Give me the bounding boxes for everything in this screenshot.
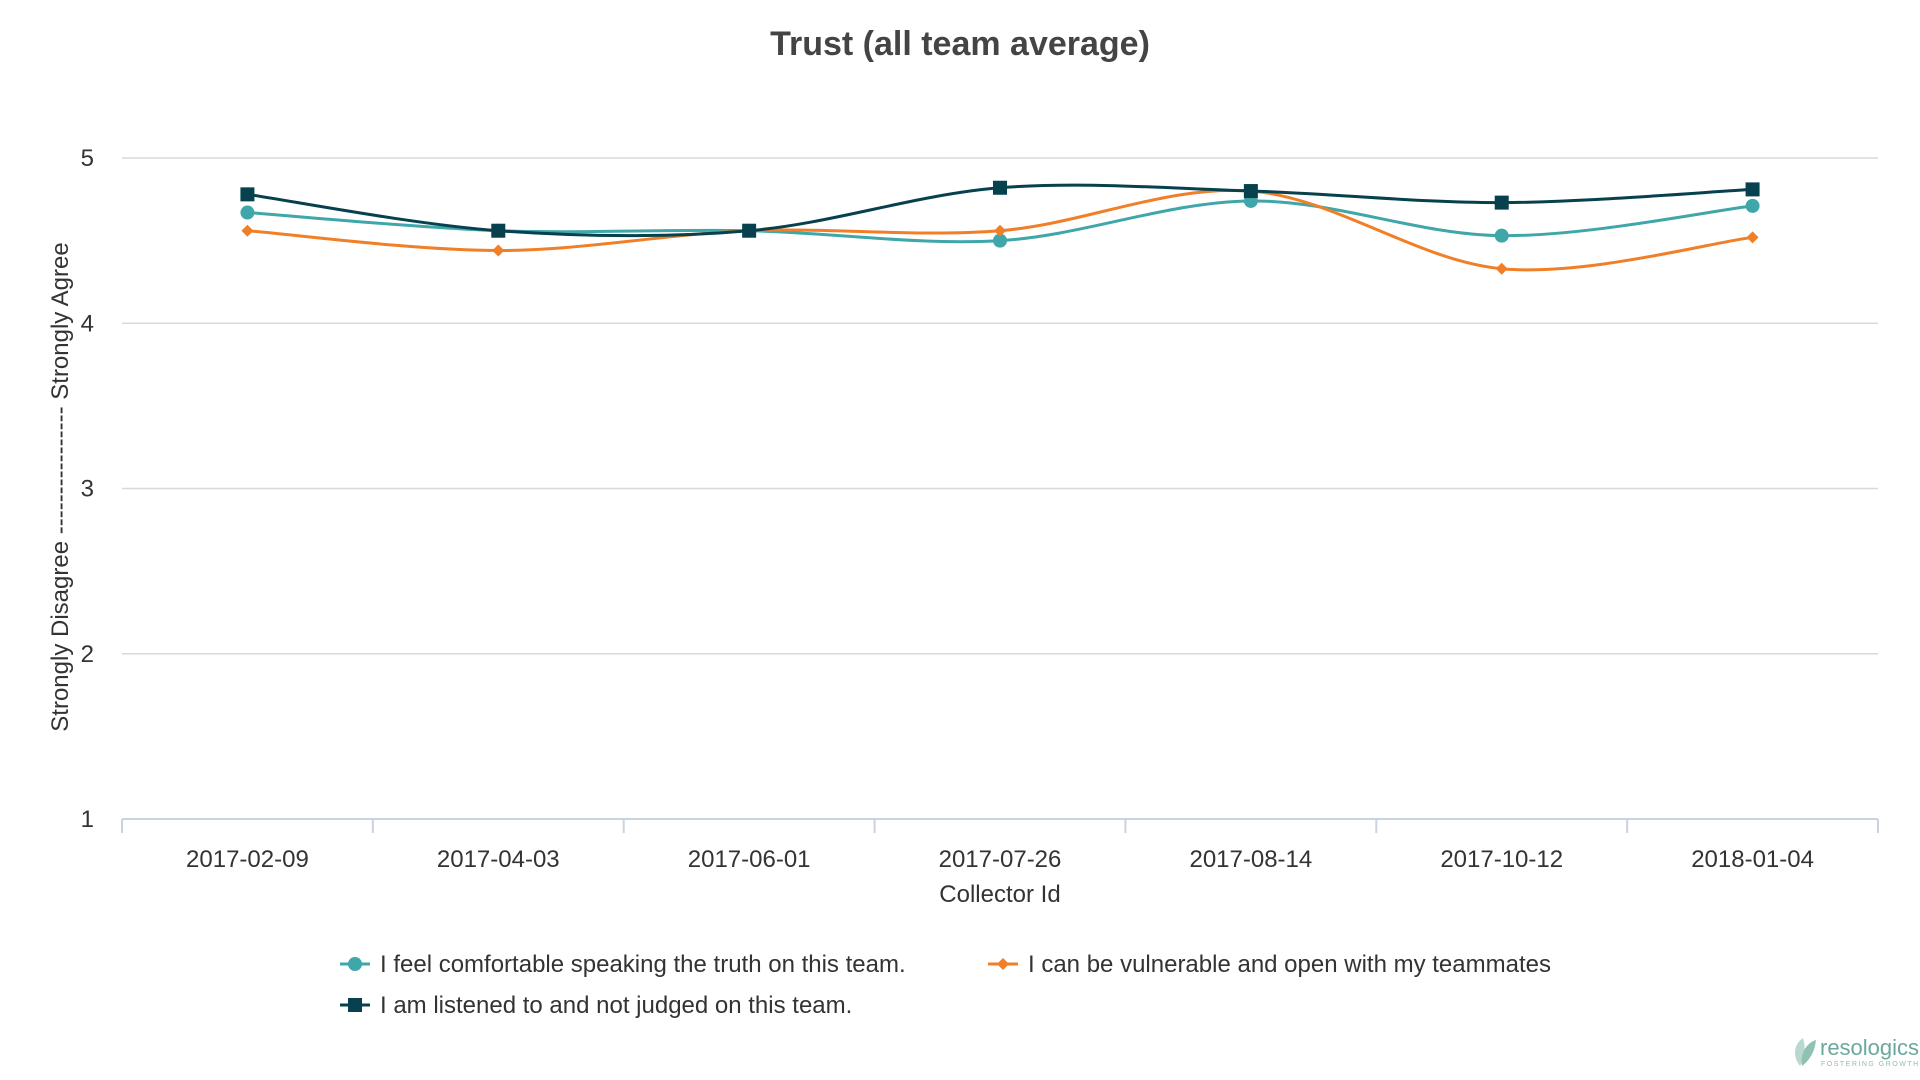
y-axis-ticks: 1 2 3 4 5 (81, 145, 94, 833)
x-tick-label: 2018-01-04 (1691, 846, 1814, 873)
data-point (1746, 231, 1759, 244)
y-axis-label: Strongly Disagree ---------------- Stron… (47, 242, 74, 731)
data-point (993, 233, 1007, 248)
legend-label: I feel comfortable speaking the truth on… (380, 951, 906, 978)
legend-label: I am listened to and not judged on this … (380, 992, 852, 1019)
data-point (491, 223, 506, 238)
data-point (1745, 198, 1760, 213)
data-point (1745, 182, 1760, 197)
data-point (1494, 228, 1509, 243)
x-tick-label: 2017-06-01 (688, 846, 811, 873)
y-tick-label: 2 (81, 641, 94, 668)
gridlines (122, 157, 1878, 655)
chart-title: Trust (all team average) (770, 25, 1150, 63)
logo-tagline: FOSTERING GROWTH (1821, 1061, 1920, 1068)
x-tick-label: 2017-08-14 (1189, 846, 1312, 873)
legend-item: I am listened to and not judged on this … (340, 992, 852, 1019)
y-tick-label: 5 (81, 145, 94, 172)
data-point (1494, 195, 1509, 210)
leaf-icon (1794, 1038, 1816, 1066)
x-tick-label: 2017-10-12 (1440, 846, 1563, 873)
data-point (1495, 262, 1508, 275)
y-tick-label: 1 (81, 806, 94, 833)
resologics-logo: resologics FOSTERING GROWTH (1794, 1035, 1920, 1068)
data-point (993, 180, 1007, 195)
x-tick-label: 2017-04-03 (437, 846, 560, 873)
data-point (742, 223, 757, 238)
data-point (492, 244, 505, 257)
legend-marker (997, 958, 1009, 970)
legend-marker (348, 957, 362, 971)
data-point (241, 224, 254, 237)
x-tick-label: 2017-02-09 (186, 846, 309, 873)
legend-item: I can be vulnerable and open with my tea… (988, 951, 1551, 978)
data-point (1243, 184, 1258, 199)
data-point (240, 205, 255, 220)
legend-marker (348, 998, 362, 1012)
data-point (994, 224, 1006, 237)
logo-text: resologics (1820, 1035, 1919, 1060)
y-tick-label: 4 (81, 310, 94, 337)
x-axis-label: Collector Id (939, 881, 1060, 908)
legend-item: I feel comfortable speaking the truth on… (340, 951, 906, 978)
y-tick-label: 3 (81, 476, 94, 503)
x-tick-label: 2017-07-26 (939, 846, 1062, 873)
series-3 (240, 180, 1760, 238)
series-lines (240, 180, 1760, 275)
data-point (240, 187, 255, 202)
legend-label: I can be vulnerable and open with my tea… (1028, 951, 1551, 978)
legend: I feel comfortable speaking the truth on… (340, 951, 1551, 1019)
x-axis: 2017-02-09 2017-04-03 2017-06-01 2017-07-26… (121, 818, 1879, 873)
